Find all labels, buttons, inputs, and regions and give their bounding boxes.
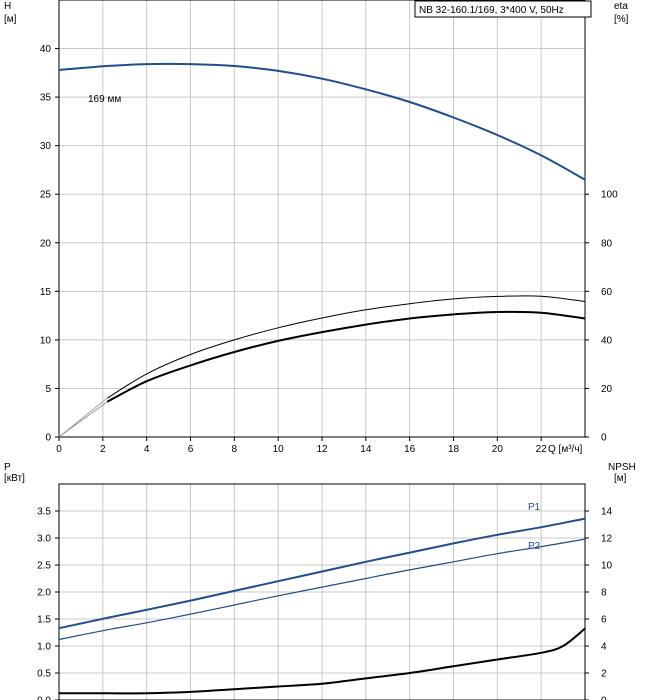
series-label-p2: P2 xyxy=(528,541,541,552)
x-tick-label: 8 xyxy=(232,444,238,455)
left-tick-label: 0 xyxy=(45,433,51,444)
left-tick-label: 3.0 xyxy=(37,534,51,545)
left-tick-label: 25 xyxy=(40,190,52,201)
top-grid xyxy=(59,0,585,437)
left-tick-label: 10 xyxy=(40,335,52,346)
series-line-0-2 xyxy=(106,310,586,403)
right-tick-label: 60 xyxy=(601,287,613,298)
left-tick-label: 40 xyxy=(40,44,52,55)
x-tick-label: 12 xyxy=(316,444,328,455)
series-line-1-1 xyxy=(58,538,586,641)
x-tick-label: 10 xyxy=(273,444,285,455)
top-series-group xyxy=(58,62,586,438)
bottom-panel: 0.0 0.5 1.0 1.5 2.0 2.5 3.0 3.5 0 2 4 6 8 10 12 14 P [к… xyxy=(4,462,636,700)
bottom-right-axis-label-1: NPSH xyxy=(608,462,636,473)
right-tick-label: 0 xyxy=(601,696,607,700)
chart-title-box xyxy=(414,0,592,18)
top-left-axis-label-2: [м] xyxy=(4,14,17,25)
top-right-axis-label-2: [%] xyxy=(614,14,629,25)
top-panel: 0 5 10 15 20 25 30 35 40 0 20 40 60 80 100 0 2 4 6 8 10 12 14 1… xyxy=(4,0,629,455)
right-tick-label: 100 xyxy=(601,190,618,201)
left-tick-label: 1.0 xyxy=(37,642,51,653)
top-left-axis-label-1: H xyxy=(4,1,11,12)
bottom-grid xyxy=(59,484,585,700)
right-tick-label: 8 xyxy=(601,588,607,599)
chart-title: NB 32-160.1/169, 3*400 V, 50Hz xyxy=(419,5,564,16)
right-tick-label: 0 xyxy=(601,433,607,444)
x-tick-label: 22 xyxy=(536,444,548,455)
right-tick-label: 40 xyxy=(601,335,613,346)
series-line-0-0 xyxy=(58,62,586,181)
right-tick-label: 6 xyxy=(601,615,607,626)
left-tick-label: 30 xyxy=(40,141,52,152)
series-line-0-1 xyxy=(106,295,586,399)
bottom-series-group xyxy=(58,517,586,695)
left-tick-label: 2.0 xyxy=(37,588,51,599)
x-axis-label: Q [м³/ч] xyxy=(548,444,583,455)
top-right-axis-label-1: eta xyxy=(614,1,628,12)
x-tick-label: 4 xyxy=(144,444,150,455)
right-tick-label: 2 xyxy=(601,669,607,680)
bottom-ticks: 0.0 0.5 1.0 1.5 2.0 2.5 3.0 3.5 0 2 4 6 8 10 12 14 xyxy=(37,507,613,700)
left-tick-label: 5 xyxy=(45,384,51,395)
x-tick-label: 20 xyxy=(492,444,504,455)
left-tick-label: 3.5 xyxy=(37,507,51,518)
left-tick-label: 20 xyxy=(40,238,52,249)
x-tick-label: 18 xyxy=(448,444,460,455)
left-tick-label: 15 xyxy=(40,287,52,298)
bottom-right-axis-label-2: [м] xyxy=(614,473,627,484)
left-tick-label: 0.0 xyxy=(37,696,51,700)
x-tick-label: 0 xyxy=(56,444,62,455)
right-tick-label: 14 xyxy=(601,507,613,518)
x-tick-label: 2 xyxy=(100,444,106,455)
left-tick-label: 35 xyxy=(40,93,52,104)
left-tick-label: 1.5 xyxy=(37,615,51,626)
right-tick-label: 4 xyxy=(601,642,607,653)
bottom-left-axis-label-2: [кВт] xyxy=(4,473,25,484)
x-tick-label: 16 xyxy=(404,444,416,455)
efficiency-extrapolation-1 xyxy=(58,401,108,438)
x-tick-label: 14 xyxy=(360,444,372,455)
right-tick-label: 10 xyxy=(601,561,613,572)
right-tick-label: 12 xyxy=(601,534,613,545)
x-tick-label: 6 xyxy=(188,444,194,455)
right-tick-label: 20 xyxy=(601,384,613,395)
curve-label-169: 169 мм xyxy=(88,94,121,105)
series-label-p1: P1 xyxy=(528,502,541,513)
series-line-1-0 xyxy=(58,517,586,630)
top-ticks: 0 5 10 15 20 25 30 35 40 0 20 40 60 80 100 0 2 4 6 8 10 12 14 1… xyxy=(40,44,618,455)
left-tick-label: 0.5 xyxy=(37,669,51,680)
right-tick-label: 80 xyxy=(601,238,613,249)
left-tick-label: 2.5 xyxy=(37,561,51,572)
series-line-1-2 xyxy=(59,627,586,695)
bottom-left-axis-label-1: P xyxy=(4,462,11,473)
